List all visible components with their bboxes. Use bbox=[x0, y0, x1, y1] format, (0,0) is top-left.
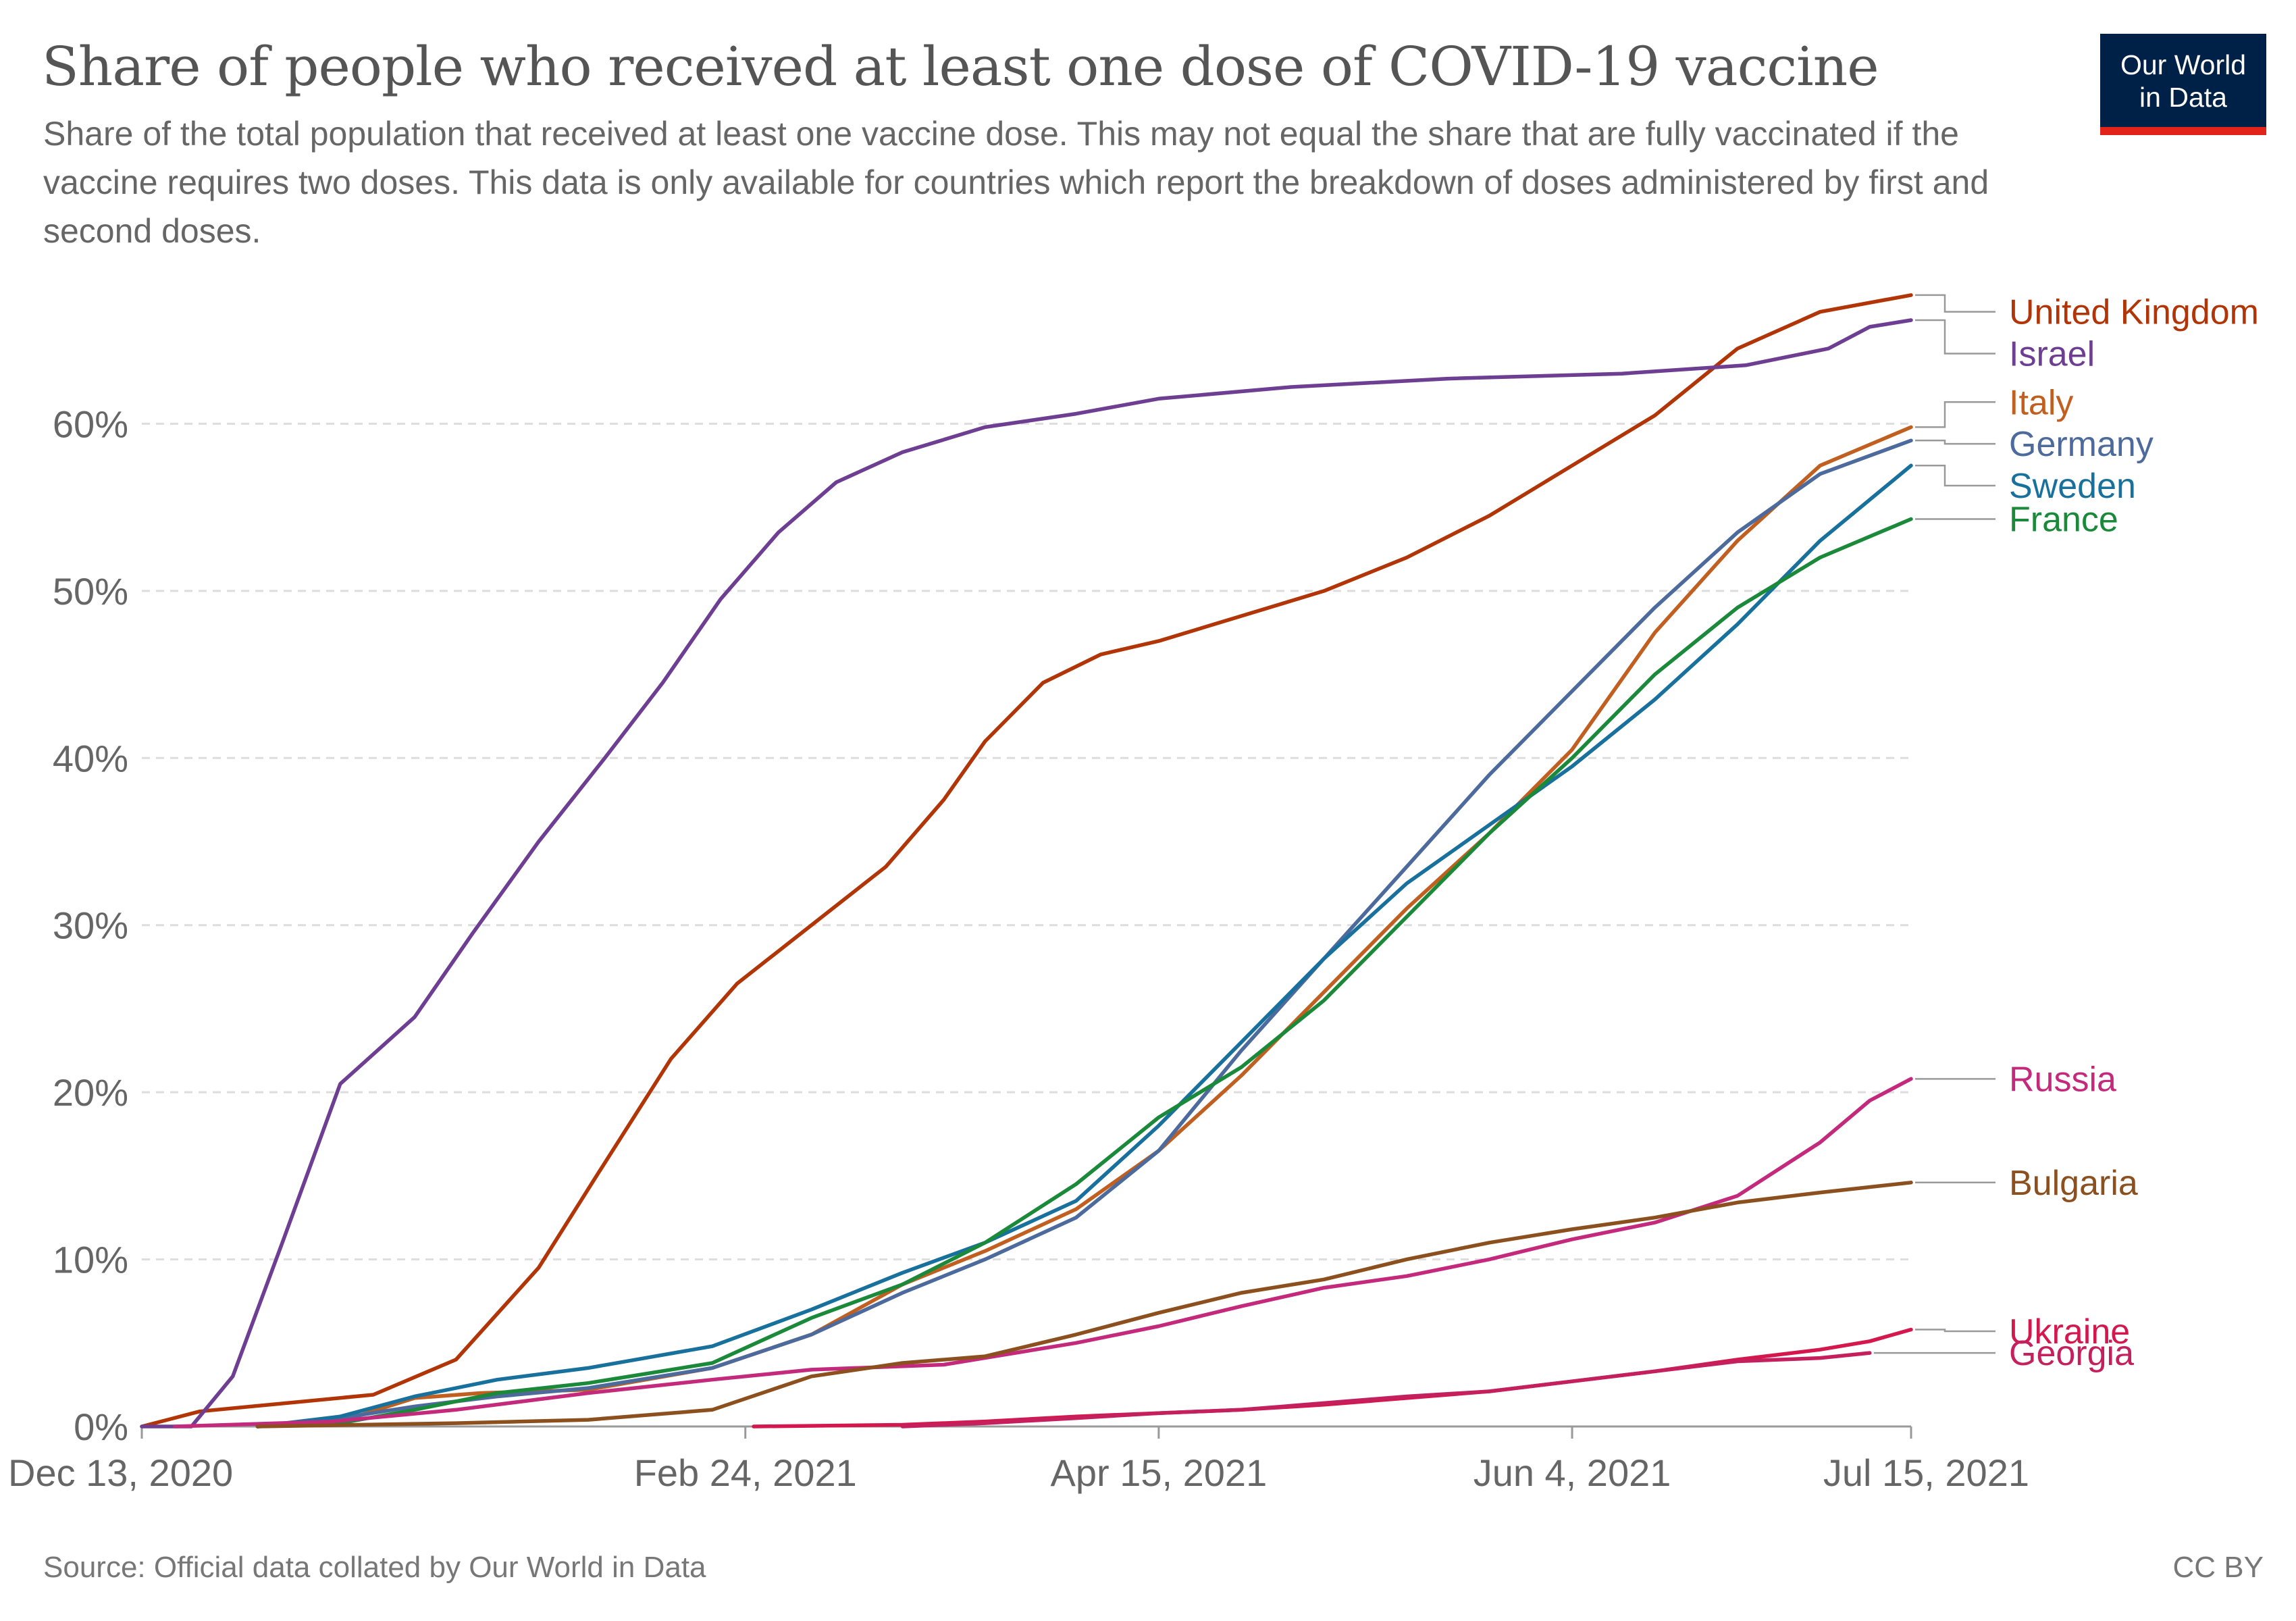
series-label: Bulgaria bbox=[2009, 1164, 2138, 1203]
series-layer bbox=[140, 293, 1913, 1429]
label-leader-line bbox=[1915, 294, 1995, 313]
x-tick-label: Dec 13, 2020 bbox=[8, 1451, 233, 1494]
x-tick-label: Jul 15, 2021 bbox=[1823, 1451, 2029, 1494]
x-tick-label: Jun 4, 2021 bbox=[1473, 1451, 1671, 1494]
y-tick-label: 50% bbox=[53, 570, 128, 613]
y-tick-label: 40% bbox=[53, 737, 128, 779]
logo-line-1: Our World bbox=[2120, 49, 2247, 80]
series-line bbox=[140, 293, 1913, 1429]
series-line bbox=[255, 438, 1913, 1429]
series-line bbox=[140, 318, 1913, 1429]
series-label: Germany bbox=[2009, 425, 2154, 464]
label-leader-line bbox=[1915, 401, 1995, 428]
series-line bbox=[255, 463, 1913, 1429]
series-label: United Kingdom bbox=[2009, 293, 2259, 332]
logo-line-2: in Data bbox=[2139, 82, 2227, 113]
series-line bbox=[900, 1351, 1872, 1429]
series-line bbox=[173, 1077, 1913, 1429]
grid-layer bbox=[142, 422, 1911, 1261]
y-tick-label: 10% bbox=[53, 1239, 128, 1281]
series-label: Russia bbox=[2009, 1060, 2116, 1099]
label-leader-line bbox=[1915, 1329, 1995, 1333]
y-tick-label: 30% bbox=[53, 904, 128, 947]
y-tick-label: 20% bbox=[53, 1071, 128, 1114]
series-line bbox=[255, 1181, 1913, 1429]
series-label: Ukraine bbox=[2009, 1312, 2130, 1352]
source-note: Source: Official data collated by Our Wo… bbox=[43, 1551, 706, 1584]
axis-layer: 0% 10% 20% 30% 40% 50% 60% Dec 13, 2020 Feb 24, … bbox=[8, 403, 2029, 1494]
series-line bbox=[752, 1327, 1913, 1429]
series-line bbox=[255, 517, 1913, 1429]
x-tick-label: Apr 15, 2021 bbox=[1051, 1451, 1268, 1494]
y-tick-label: 0% bbox=[74, 1406, 128, 1448]
series-line bbox=[255, 425, 1913, 1429]
label-leader-line bbox=[1915, 439, 1995, 445]
y-tick-label: 60% bbox=[53, 403, 128, 445]
series-label: Italy bbox=[2009, 383, 2073, 422]
label-leader-line bbox=[1915, 319, 1995, 355]
x-tick-label: Feb 24, 2021 bbox=[634, 1451, 857, 1494]
series-label: Israel bbox=[2009, 335, 2095, 374]
chart-subtitle: Share of the total population that recei… bbox=[43, 115, 1989, 250]
series-label: Georgia bbox=[2009, 1334, 2134, 1373]
chart-title: Share of people who received at least on… bbox=[42, 35, 1879, 98]
owid-logo[interactable]: Our World in Data bbox=[2100, 34, 2266, 135]
series-label: Sweden bbox=[2009, 467, 2136, 506]
label-leader-line bbox=[1915, 465, 1995, 487]
license-link[interactable]: CC BY bbox=[2172, 1551, 2264, 1584]
series-label: France bbox=[2009, 500, 2118, 539]
